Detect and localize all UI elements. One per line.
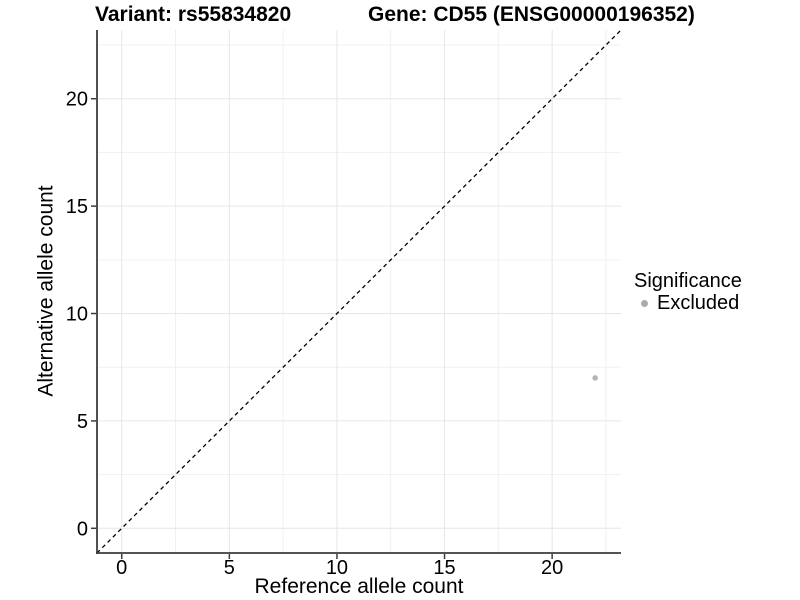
x-tick-label: 5 (224, 557, 235, 579)
legend-item-label: Excluded (657, 292, 740, 314)
identity-line (96, 29, 622, 554)
plot-title-gene: Gene: CD55 (ENSG00000196352) (368, 3, 695, 26)
y-tick-label: 15 (66, 196, 88, 218)
legend-title: Significance (634, 270, 742, 292)
x-tick-label: 15 (433, 557, 455, 579)
y-tick-label: 10 (66, 304, 88, 326)
legend-item-excluded: Excluded (634, 292, 742, 314)
y-tick-label: 20 (66, 89, 88, 111)
x-tick-label: 10 (326, 557, 348, 579)
x-tick-label: 0 (116, 557, 127, 579)
x-axis-title: Reference allele count (254, 575, 464, 598)
y-axis-title: Alternative allele count (34, 185, 58, 397)
legend: Significance Excluded (634, 270, 742, 314)
y-tick-label: 0 (77, 518, 88, 540)
y-tick-label: 5 (77, 411, 88, 433)
legend-point-icon (641, 299, 648, 307)
x-tick-label: 20 (541, 557, 563, 579)
plot-title-variant: Variant: rs55834820 (95, 3, 292, 26)
data-point (592, 375, 598, 381)
